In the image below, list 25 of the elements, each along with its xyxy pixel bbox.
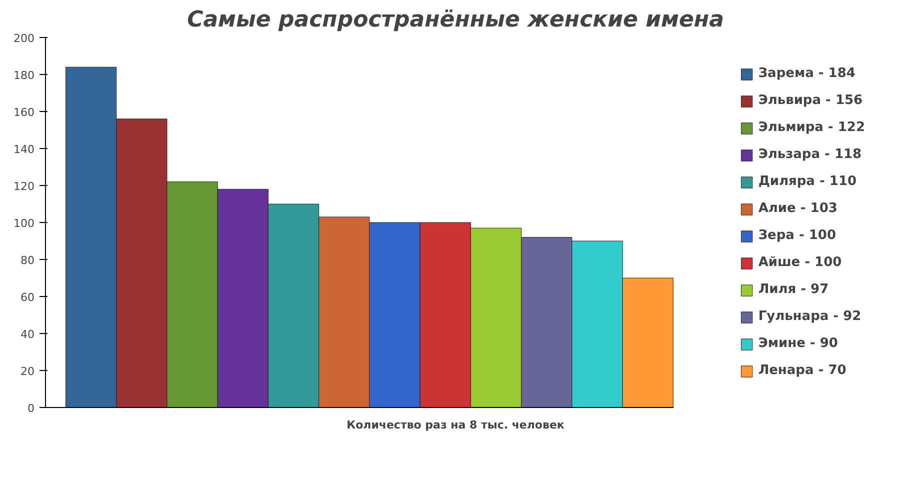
y-tick-label: 80 <box>20 254 35 267</box>
legend-label: Алие - 103 <box>758 201 838 216</box>
y-tick-label: 60 <box>20 291 35 304</box>
y-tick-label: 140 <box>14 143 35 156</box>
legend-label: Эльвира - 156 <box>758 93 863 108</box>
chart-title: Самые распространённые женские имена <box>187 8 724 32</box>
y-tick-label: 120 <box>14 180 35 193</box>
y-tick-label: 40 <box>20 328 35 341</box>
y-tick-label: 180 <box>14 69 35 82</box>
legend-label: Зарема - 184 <box>758 66 856 81</box>
y-tick-label: 0 <box>28 402 34 415</box>
legend-label: Эльмира - 122 <box>758 120 865 135</box>
legend-label: Ленара - 70 <box>758 363 846 378</box>
y-tick-label: 200 <box>14 32 35 45</box>
legend-label: Эмине - 90 <box>758 336 838 351</box>
y-tick-label: 160 <box>14 106 35 119</box>
x-axis-title: Количество раз на 8 тыс. человек <box>346 418 565 432</box>
legend-label: Лиля - 97 <box>758 282 829 297</box>
y-tick-label: 100 <box>14 217 35 230</box>
legend-label: Зера - 100 <box>758 228 836 243</box>
legend-label: Гульнара - 92 <box>758 309 862 324</box>
legend-label: Эльзара - 118 <box>758 147 862 162</box>
y-tick-label: 20 <box>20 365 35 378</box>
legend-label: Диляра - 110 <box>758 174 857 189</box>
legend-label: Айше - 100 <box>758 255 842 270</box>
